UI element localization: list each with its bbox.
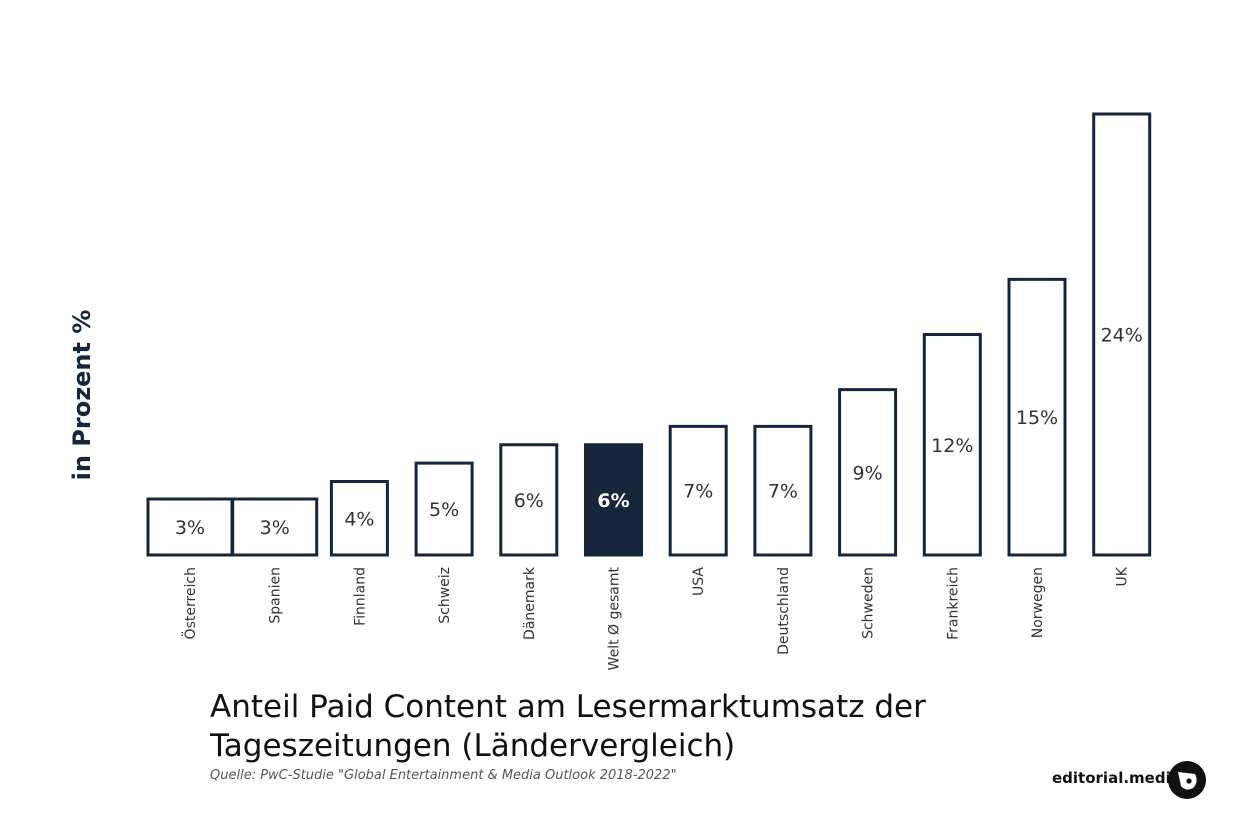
value-label: 24% (1101, 325, 1143, 347)
bar-frankreich (922, 333, 982, 557)
category-label: Dänemark (522, 566, 538, 640)
bubble-logo-icon (1168, 761, 1206, 799)
bar-welt-gesamt (584, 443, 643, 557)
value-label: 9% (853, 462, 883, 484)
bar-usa (668, 424, 728, 557)
category-label: UK (1115, 566, 1131, 586)
category-label: Schweiz (437, 567, 453, 624)
value-label: 5% (429, 499, 459, 521)
y-axis-label: in Prozent % (68, 310, 96, 481)
bar-schweden (838, 388, 898, 557)
value-label: 4% (344, 508, 374, 530)
value-label: 12% (931, 435, 973, 457)
bar-finnland (329, 480, 389, 557)
category-label: Finnland (352, 567, 368, 626)
bar-d-nemark (499, 443, 559, 557)
category-label: Spanien (268, 567, 284, 624)
category-label: USA (691, 567, 707, 596)
bars-group: 3% Österreich 3% Spanien 4% Finnland 5% Schweiz… (146, 112, 1152, 670)
bar-spanien (231, 497, 319, 557)
chart-title: Anteil Paid Content am Lesermarktumsatz … (210, 689, 926, 764)
category-label: Norwegen (1030, 567, 1046, 638)
source-note: Quelle: PwC-Studie "Global Entertainment… (210, 768, 677, 783)
bar-deutschland (753, 424, 813, 557)
bar-schweiz (414, 461, 474, 557)
category-label: Deutschland (776, 567, 792, 655)
value-label: 6% (514, 490, 544, 512)
value-label: 7% (683, 481, 713, 503)
bar--sterreich (146, 497, 234, 557)
value-label: 6% (597, 490, 629, 512)
value-label: 7% (768, 481, 798, 503)
value-label: 3% (260, 517, 290, 539)
category-label: Schweden (861, 567, 877, 639)
bar-chart: in Prozent % 3% Österreich 3% Spanien 4% Finn… (68, 112, 1152, 670)
category-label: Österreich (181, 567, 199, 639)
brand-name: editorial.media (1052, 769, 1181, 787)
category-label: Welt Ø gesamt (607, 566, 623, 670)
value-label: 15% (1016, 407, 1058, 429)
bar-uk (1092, 112, 1152, 557)
category-label: Frankreich (945, 567, 961, 640)
value-label: 3% (175, 517, 205, 539)
bar-norwegen (1007, 277, 1067, 557)
